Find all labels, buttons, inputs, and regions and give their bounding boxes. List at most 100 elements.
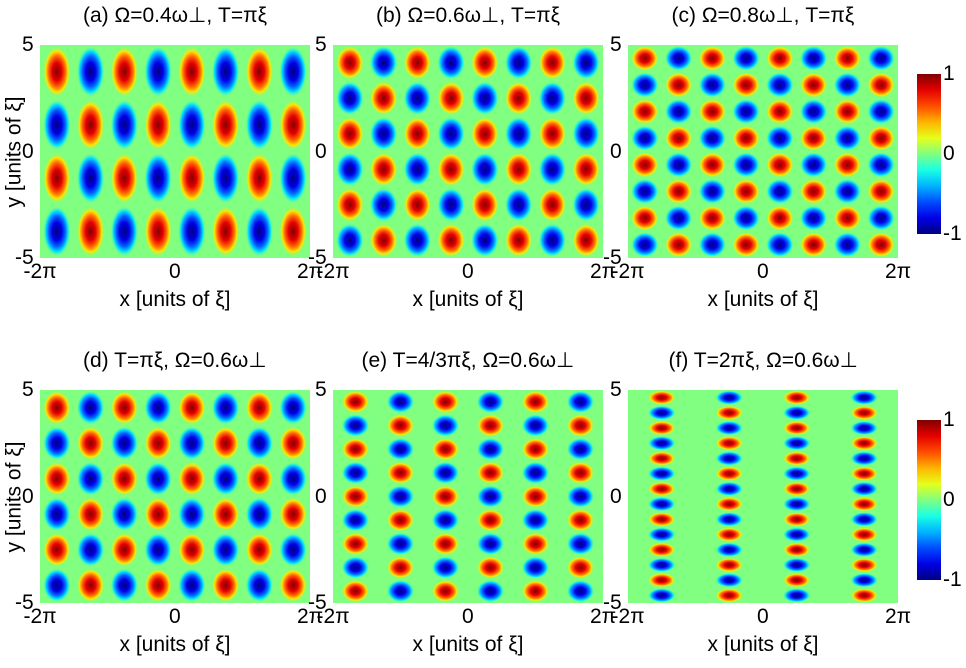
vortex-negative: [799, 205, 828, 231]
vortex-positive: [144, 205, 173, 257]
vortex-positive: [144, 497, 173, 532]
vortex-positive: [476, 508, 505, 532]
panel-title-a: (a) Ω=0.4ω⊥, T=πξ: [83, 4, 267, 27]
x-axis-label: x [units of ξ]: [707, 633, 819, 656]
vortex-negative: [245, 426, 274, 461]
vortex-positive: [799, 178, 828, 205]
vortex-negative: [715, 451, 744, 466]
colorbar-tick-label: 0: [943, 142, 955, 165]
vortex-positive: [521, 532, 550, 556]
vortex-positive: [476, 461, 505, 485]
vortex-positive: [386, 414, 415, 437]
vortex-positive: [566, 556, 595, 579]
heatmap-plot-a: [40, 45, 310, 258]
vortex-negative: [110, 426, 139, 461]
vortex-positive: [403, 187, 432, 222]
vortex-positive: [566, 508, 595, 532]
vortex-negative: [799, 152, 828, 178]
vortex-negative: [732, 205, 761, 231]
vortex-negative: [42, 568, 71, 603]
vortex-negative: [403, 81, 432, 116]
x-tick-label: 2π: [297, 605, 324, 628]
vortex-positive: [833, 152, 862, 178]
vortex-negative: [279, 46, 308, 98]
vortex-negative: [476, 390, 505, 414]
x-tick-label: -2π: [23, 605, 57, 628]
vortex-negative: [245, 205, 274, 257]
vortex-negative: [42, 426, 71, 461]
vortex-negative: [867, 98, 896, 125]
vortex-negative: [715, 390, 744, 405]
vortex-negative: [630, 178, 659, 205]
y-tick-label: 0: [315, 484, 327, 508]
y-tick-label: 5: [610, 33, 622, 56]
heatmap-plot-c: [628, 45, 898, 258]
vortex-negative: [765, 231, 794, 258]
vortex-negative: [521, 461, 550, 485]
vortex-positive: [76, 99, 105, 151]
vortex-positive: [386, 556, 415, 579]
vortex-positive: [470, 116, 499, 151]
vortex-negative: [110, 99, 139, 151]
vortex-positive: [538, 187, 567, 222]
vortex-negative: [431, 461, 460, 485]
x-axis-label: x [units of ξ]: [412, 633, 524, 656]
vortex-positive: [245, 390, 274, 425]
vortex-positive: [144, 568, 173, 603]
panel-title-e: (e) T=4/3πξ, Ω=0.6ω⊥: [361, 349, 575, 372]
vortex-negative: [698, 231, 727, 258]
vortex-negative: [504, 187, 533, 222]
x-tick-label: 2π: [590, 260, 617, 283]
vortex-negative: [799, 45, 828, 72]
vortex-negative: [245, 99, 274, 151]
vortex-positive: [521, 579, 550, 603]
vortex-negative: [850, 420, 879, 436]
x-tick-label: -2π: [611, 260, 645, 283]
vortex-positive: [782, 572, 811, 588]
y-tick-label: 5: [22, 378, 34, 401]
vortex-positive: [369, 152, 398, 187]
vortex-negative: [76, 532, 105, 567]
vortex-positive: [279, 568, 308, 603]
vortex-positive: [833, 45, 862, 72]
vortex-negative: [647, 405, 676, 421]
vortex-negative: [211, 532, 240, 567]
vortex-negative: [572, 116, 601, 151]
vortex-negative: [833, 178, 862, 205]
vortex-negative: [850, 542, 879, 558]
x-axis-label: x [units of ξ]: [119, 633, 231, 656]
vortex-positive: [782, 512, 811, 527]
vortex-positive: [850, 466, 879, 481]
vortex-positive: [437, 223, 466, 258]
vortex-positive: [715, 435, 744, 451]
vortex-positive: [521, 485, 550, 508]
vortex-positive: [470, 45, 499, 80]
vortex-positive: [850, 435, 879, 451]
vortex-negative: [245, 568, 274, 603]
vortex-positive: [76, 205, 105, 257]
x-tick-label: 0: [462, 605, 474, 628]
vortex-positive: [42, 152, 71, 204]
vortex-negative: [144, 152, 173, 204]
vortex-negative: [732, 98, 761, 125]
vortex-positive: [245, 152, 274, 204]
vortex-negative: [850, 451, 879, 466]
vortex-positive: [715, 405, 744, 421]
y-tick-label: -5: [603, 591, 622, 614]
vortex-negative: [715, 481, 744, 497]
vortex-positive: [566, 414, 595, 437]
vortex-positive: [76, 568, 105, 603]
vortex-negative: [211, 390, 240, 425]
vortex-positive: [279, 497, 308, 532]
y-tick-label: -5: [308, 246, 327, 269]
vortex-negative: [833, 125, 862, 151]
y-axis-label: y [units of ξ]: [1, 441, 25, 552]
vortex-negative: [110, 497, 139, 532]
heatmap-plot-e: [333, 390, 603, 603]
vortex-negative: [470, 223, 499, 258]
vortex-negative: [664, 152, 693, 178]
vortex-negative: [335, 81, 364, 116]
colorbar-tick-label: -1: [943, 222, 962, 245]
vortex-positive: [799, 231, 828, 258]
x-axis-label: x [units of ξ]: [707, 288, 819, 311]
